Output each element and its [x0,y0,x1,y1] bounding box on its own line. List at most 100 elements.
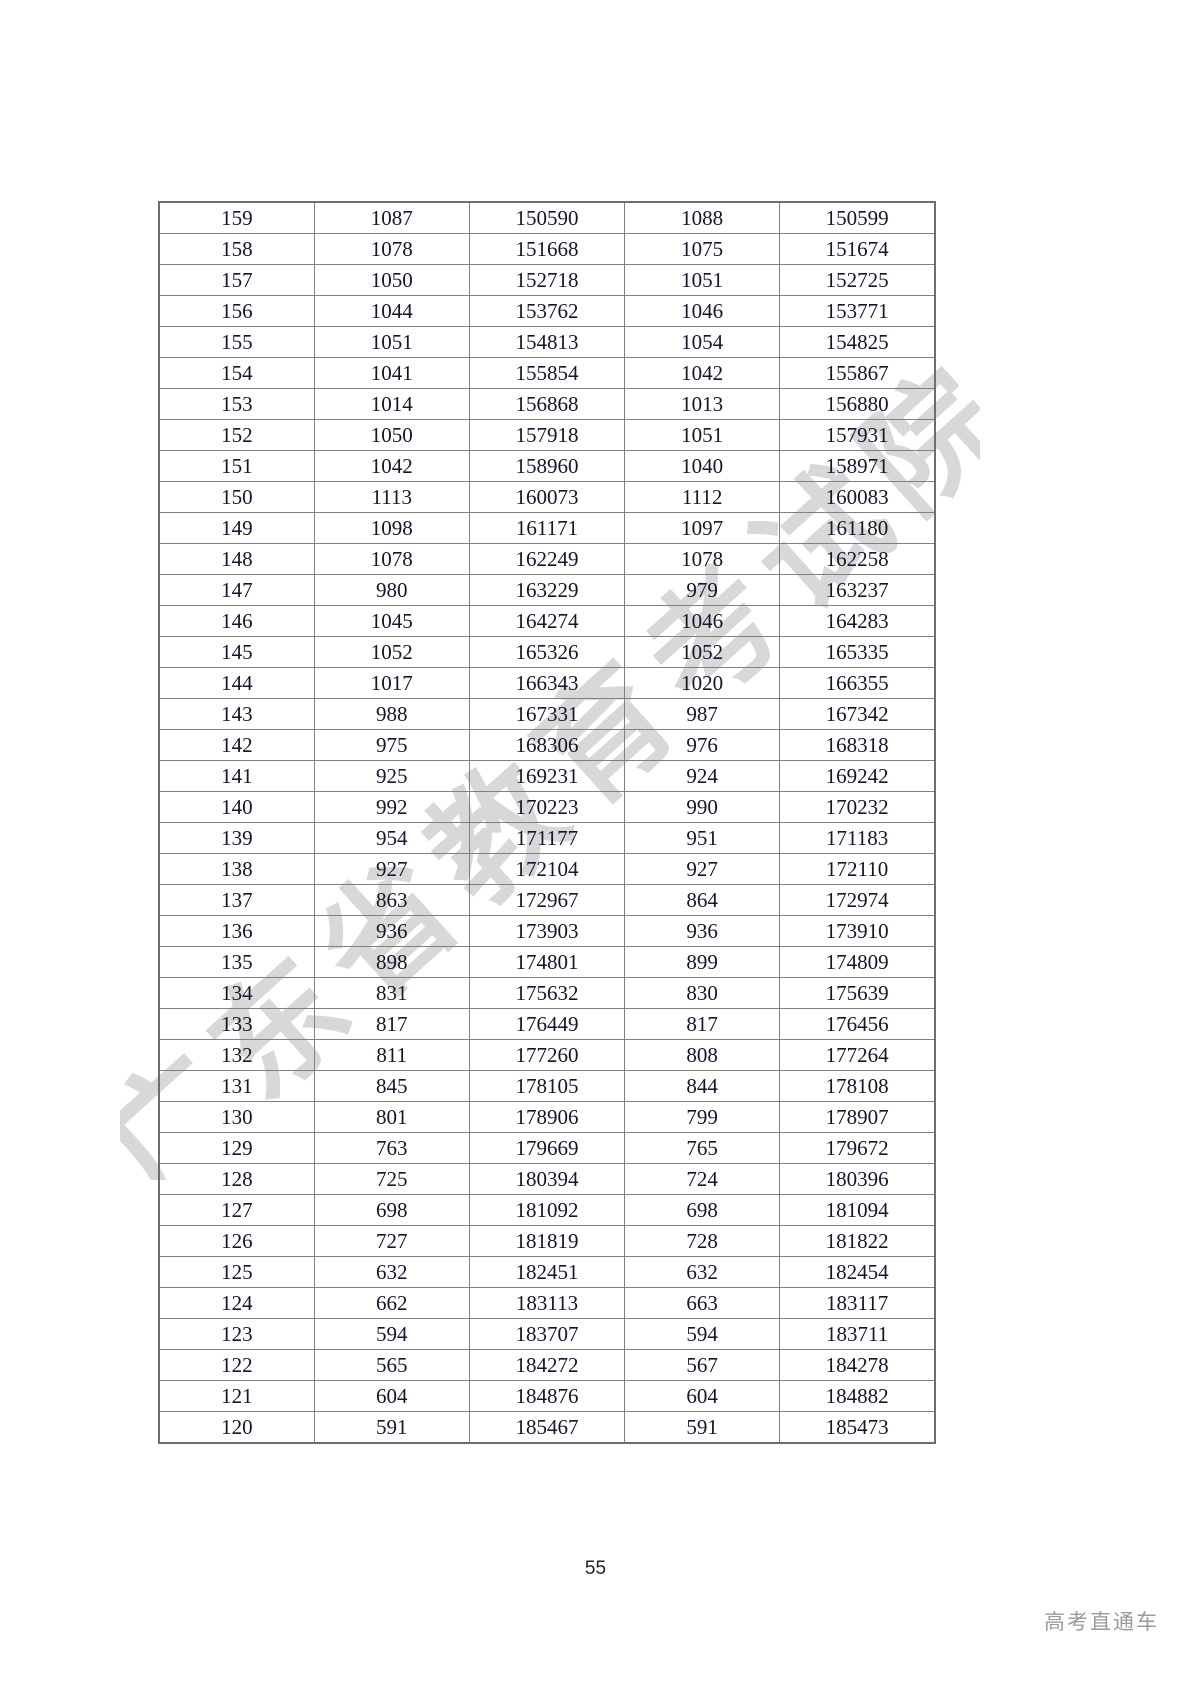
table-cell: 126 [157,1225,315,1257]
table-cell: 1014 [313,388,470,420]
table-cell: 594 [313,1318,470,1350]
table-cell: 151 [157,450,315,482]
table-cell: 145 [157,636,315,668]
table-cell: 178907 [779,1101,936,1133]
table-cell: 1040 [624,450,781,482]
table-row: 142 975 168306 976 168318 [157,729,936,761]
table-cell: 165335 [779,636,936,668]
table-cell: 173903 [468,915,626,947]
table-cell: 831 [313,977,470,1009]
table-cell: 160073 [468,481,626,513]
table-cell: 724 [624,1163,781,1195]
table-cell: 152718 [468,264,626,296]
table-row: 147 980 163229 979 163237 [157,574,936,606]
table-cell: 811 [313,1039,470,1071]
table-cell: 698 [313,1194,470,1226]
table-cell: 167331 [468,698,626,730]
table-cell: 131 [157,1070,315,1102]
table-cell: 154825 [779,326,936,358]
table-cell: 924 [624,760,781,792]
table-cell: 165326 [468,636,626,668]
table-row: 128 725 180394 724 180396 [157,1163,936,1195]
table-cell: 181092 [468,1194,626,1226]
table-cell: 150590 [468,201,626,234]
table-cell: 129 [157,1132,315,1164]
table-cell: 181822 [779,1225,936,1257]
table-cell: 925 [313,760,470,792]
table-cell: 146 [157,605,315,637]
table-cell: 1112 [624,481,781,513]
table-cell: 171183 [779,822,936,854]
table-cell: 178906 [468,1101,626,1133]
table-cell: 1088 [624,201,781,234]
table-cell: 167342 [779,698,936,730]
table-row: 121 604 184876 604 184882 [157,1380,936,1412]
score-distribution-table-wrapper: 159 1087 150590 1088 150599 158 1078 151668 1075… [157,201,936,1444]
table-cell: 177260 [468,1039,626,1071]
table-cell: 183113 [468,1287,626,1319]
table-cell: 1020 [624,667,781,699]
table-cell: 158971 [779,450,936,482]
table-cell: 184278 [779,1349,936,1381]
table-cell: 183707 [468,1318,626,1350]
table-row: 134 831 175632 830 175639 [157,977,936,1009]
table-cell: 817 [624,1008,781,1040]
table-cell: 180396 [779,1163,936,1195]
table-cell: 120 [157,1411,315,1444]
table-cell: 725 [313,1163,470,1195]
table-cell: 135 [157,946,315,978]
table-cell: 1078 [313,543,470,575]
table-cell: 845 [313,1070,470,1102]
table-row: 129 763 179669 765 179672 [157,1132,936,1164]
table-row: 146 1045 164274 1046 164283 [157,605,936,637]
table-cell: 1078 [313,233,470,265]
table-cell: 172104 [468,853,626,885]
table-cell: 174809 [779,946,936,978]
table-row: 131 845 178105 844 178108 [157,1070,936,1102]
table-row: 125 632 182451 632 182454 [157,1256,936,1288]
table-cell: 144 [157,667,315,699]
table-row: 145 1052 165326 1052 165335 [157,636,936,668]
table-cell: 565 [313,1349,470,1381]
table-cell: 727 [313,1225,470,1257]
table-cell: 979 [624,574,781,606]
table-cell: 604 [624,1380,781,1412]
table-cell: 1075 [624,233,781,265]
table-cell: 182451 [468,1256,626,1288]
table-row: 144 1017 166343 1020 166355 [157,667,936,699]
table-cell: 1052 [313,636,470,668]
table-cell: 138 [157,853,315,885]
table-cell: 169242 [779,760,936,792]
table-cell: 817 [313,1008,470,1040]
table-cell: 808 [624,1039,781,1071]
table-cell: 1097 [624,512,781,544]
table-cell: 1050 [313,264,470,296]
table-cell: 182454 [779,1256,936,1288]
table-cell: 864 [624,884,781,916]
table-row: 122 565 184272 567 184278 [157,1349,936,1381]
table-cell: 799 [624,1101,781,1133]
table-cell: 988 [313,698,470,730]
table-cell: 161180 [779,512,936,544]
table-cell: 155867 [779,357,936,389]
table-row: 149 1098 161171 1097 161180 [157,512,936,544]
table-row: 159 1087 150590 1088 150599 [157,201,936,234]
table-cell: 176449 [468,1008,626,1040]
table-cell: 591 [313,1411,470,1444]
table-cell: 157931 [779,419,936,451]
table-cell: 130 [157,1101,315,1133]
table-cell: 185467 [468,1411,626,1444]
table-cell: 591 [624,1411,781,1444]
table-cell: 801 [313,1101,470,1133]
table-cell: 152725 [779,264,936,296]
table-cell: 975 [313,729,470,761]
table-row: 148 1078 162249 1078 162258 [157,543,936,575]
table-cell: 153762 [468,295,626,327]
table-cell: 184882 [779,1380,936,1412]
table-row: 124 662 183113 663 183117 [157,1287,936,1319]
table-row: 153 1014 156868 1013 156880 [157,388,936,420]
table-cell: 663 [624,1287,781,1319]
table-cell: 127 [157,1194,315,1226]
page-number: 55 [584,1558,607,1579]
table-cell: 936 [313,915,470,947]
